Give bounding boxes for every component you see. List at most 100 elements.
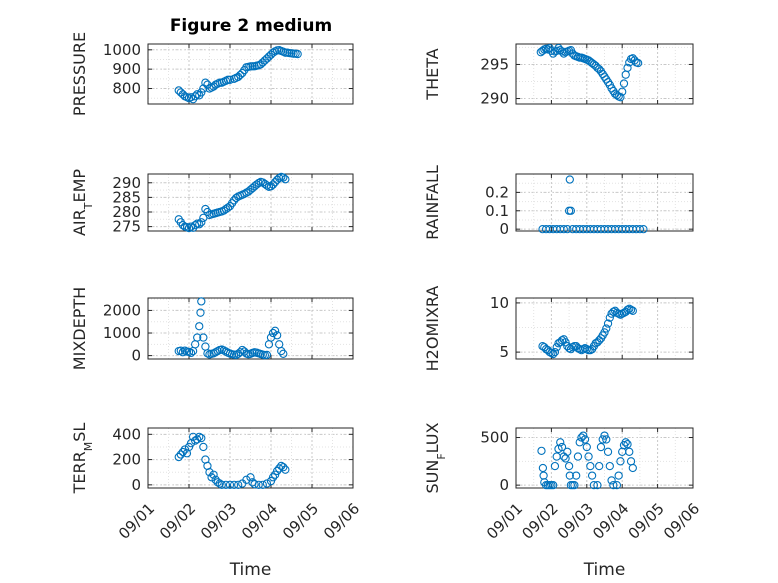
y-tick-label: 0 bbox=[131, 347, 141, 365]
data-point bbox=[209, 82, 218, 91]
y-tick-label: 0.1 bbox=[485, 202, 509, 220]
y-tick-label: 0.2 bbox=[485, 183, 509, 201]
data-point bbox=[209, 349, 218, 358]
data-point bbox=[236, 348, 245, 357]
y-tick-label: 275 bbox=[112, 218, 141, 236]
data-point bbox=[626, 305, 636, 314]
data-point bbox=[593, 480, 602, 490]
data-point bbox=[254, 178, 263, 188]
data-point bbox=[582, 345, 591, 354]
data-point bbox=[250, 480, 259, 489]
data-point bbox=[281, 175, 290, 184]
data-point bbox=[564, 461, 574, 471]
data-point bbox=[623, 440, 632, 449]
data-point bbox=[225, 75, 235, 84]
y-tick-label: 800 bbox=[112, 80, 141, 98]
data-point bbox=[178, 90, 187, 99]
data-point bbox=[609, 307, 618, 316]
data-point bbox=[619, 79, 629, 88]
data-point bbox=[268, 180, 278, 189]
y-tick-label: 1000 bbox=[103, 41, 141, 59]
data-point bbox=[186, 348, 196, 358]
data-point bbox=[559, 225, 568, 234]
data-point bbox=[178, 348, 187, 357]
y-tick-label: 0 bbox=[131, 476, 141, 494]
y-axis-label: MIXDEPTH bbox=[70, 287, 89, 370]
data-point bbox=[584, 452, 593, 461]
data-point bbox=[279, 349, 288, 358]
y-tick-label: 400 bbox=[112, 425, 141, 443]
axes-frame bbox=[515, 43, 694, 105]
data-point bbox=[603, 447, 613, 456]
data-point bbox=[602, 435, 611, 444]
data-point bbox=[262, 350, 272, 360]
data-point bbox=[199, 442, 208, 452]
data-point bbox=[596, 442, 606, 452]
data-point bbox=[193, 435, 202, 444]
data-point bbox=[176, 450, 185, 459]
y-tick-label: 290 bbox=[480, 90, 509, 108]
data-point bbox=[587, 471, 597, 480]
data-point bbox=[628, 463, 637, 473]
data-point bbox=[557, 442, 567, 452]
data-point bbox=[223, 203, 233, 212]
axes-frame bbox=[147, 427, 354, 489]
data-point bbox=[213, 346, 222, 356]
data-point bbox=[174, 452, 183, 462]
data-point bbox=[628, 306, 637, 315]
data-point bbox=[582, 442, 591, 452]
figure-title: Figure 2 medium bbox=[170, 16, 332, 36]
data-point bbox=[221, 480, 231, 489]
subplot-5: 0 1000 2000 MIXDEPTH bbox=[70, 287, 354, 370]
y-tick-label: 0 bbox=[499, 476, 509, 494]
axes-frame bbox=[515, 427, 694, 489]
data-point bbox=[217, 480, 226, 489]
data-point bbox=[234, 480, 243, 489]
data-point bbox=[605, 313, 614, 322]
data-point bbox=[225, 480, 235, 489]
data-point bbox=[547, 348, 556, 358]
y-tick-label: 10 bbox=[490, 294, 509, 312]
y-tick-label: 295 bbox=[480, 55, 509, 73]
data-point bbox=[612, 480, 622, 490]
data-point bbox=[197, 433, 206, 443]
data-point bbox=[586, 461, 595, 471]
data-point bbox=[272, 466, 282, 476]
data-point bbox=[270, 326, 280, 335]
data-point bbox=[602, 324, 611, 333]
data-point bbox=[207, 473, 216, 482]
data-point bbox=[195, 220, 204, 229]
data-point bbox=[178, 447, 187, 457]
axes-frame bbox=[515, 297, 694, 360]
data-point bbox=[600, 431, 609, 440]
data-point bbox=[262, 479, 272, 488]
data-point bbox=[231, 350, 241, 360]
data-point bbox=[240, 189, 249, 199]
data-point bbox=[635, 225, 645, 234]
data-point bbox=[550, 461, 560, 471]
data-point bbox=[537, 446, 546, 456]
data-point bbox=[573, 452, 583, 461]
data-point bbox=[205, 468, 214, 477]
y-tick-label: 500 bbox=[480, 429, 509, 447]
data-point bbox=[219, 206, 228, 215]
data-point bbox=[176, 346, 185, 355]
data-point bbox=[213, 478, 222, 487]
data-point bbox=[258, 480, 267, 489]
x-axis-label: Time bbox=[583, 560, 626, 580]
y-tick-label: 0 bbox=[499, 220, 509, 238]
y-axis-label: PRESSURE bbox=[70, 32, 89, 116]
data-point bbox=[595, 461, 604, 471]
subplot-2: 290 295 THETA bbox=[423, 43, 694, 108]
data-point bbox=[246, 473, 255, 482]
data-point bbox=[618, 87, 627, 96]
data-point bbox=[277, 346, 286, 356]
y-tick-label: 900 bbox=[112, 60, 141, 78]
data-point bbox=[190, 92, 200, 101]
axes-frame bbox=[147, 297, 354, 360]
data-point bbox=[279, 173, 288, 182]
data-point bbox=[196, 308, 205, 317]
data-point bbox=[566, 206, 576, 215]
